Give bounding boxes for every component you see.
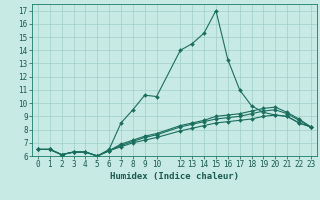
X-axis label: Humidex (Indice chaleur): Humidex (Indice chaleur) [110,172,239,181]
